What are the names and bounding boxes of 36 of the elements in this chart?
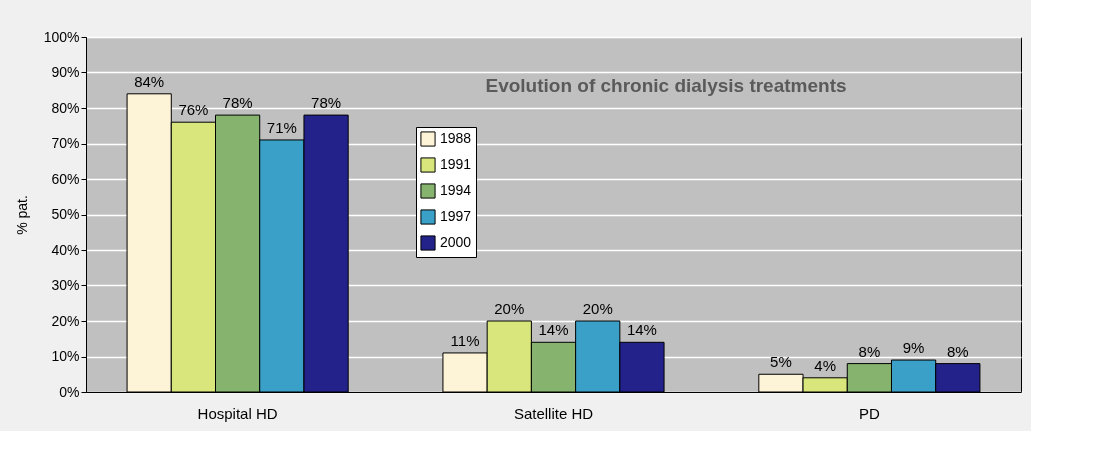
- y-tick-label: 60%: [51, 170, 80, 187]
- text: Evolution of chronic dialysis treatments: [485, 75, 847, 96]
- legend-label: 1994: [440, 182, 472, 198]
- y-tick-label: 10%: [51, 348, 80, 364]
- legend-label: 1988: [440, 130, 472, 146]
- data-label: 76%: [178, 101, 209, 119]
- x-tick-label: Satellite HD: [513, 404, 594, 422]
- data-label: 84%: [134, 72, 165, 90]
- y-tick-label: 0%: [59, 383, 80, 400]
- data-label: 78%: [222, 94, 253, 112]
- x-tick-label: PD: [858, 404, 880, 422]
- x-tick-label: Hospital HD: [197, 404, 278, 422]
- y-tick-label: 90%: [51, 64, 80, 80]
- y-tick-label: 80%: [51, 99, 80, 116]
- y-tick-label: 40%: [51, 241, 80, 258]
- data-label: 78%: [311, 94, 342, 112]
- data-label: 9%: [902, 339, 925, 357]
- y-tick-label: 30%: [51, 277, 80, 293]
- data-label: 11%: [450, 331, 480, 349]
- data-label: 14%: [626, 321, 657, 339]
- legend-label: 1991: [440, 156, 472, 172]
- data-label: 20%: [494, 300, 525, 317]
- y-tick-label: 100%: [43, 28, 80, 45]
- data-label: 4%: [814, 356, 836, 374]
- y-tick-label: 20%: [51, 312, 80, 329]
- data-label: 20%: [582, 300, 613, 317]
- y-tick-label: 50%: [51, 206, 80, 222]
- data-label: 5%: [770, 353, 792, 371]
- y-axis-title: % pat.: [13, 195, 30, 235]
- data-label: 8%: [858, 342, 881, 360]
- y-tick-label: 70%: [51, 135, 80, 151]
- data-label: 14%: [538, 321, 569, 339]
- legend-label: 1997: [440, 208, 472, 224]
- data-label: 71%: [266, 118, 297, 136]
- data-label: 8%: [946, 342, 969, 360]
- legend-label: 2000: [440, 234, 472, 250]
